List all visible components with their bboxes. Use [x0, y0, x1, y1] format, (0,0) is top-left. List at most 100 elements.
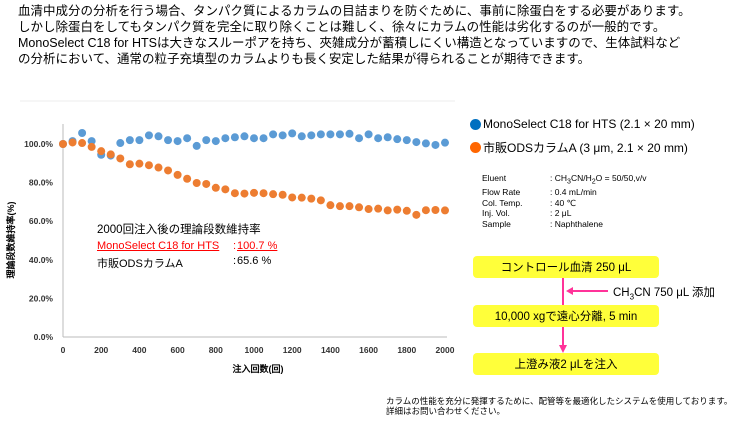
orange-dot-icon	[470, 142, 481, 153]
ods-data-point	[316, 196, 325, 205]
monoselect-data-point	[402, 136, 411, 145]
ods-data-point	[402, 206, 411, 215]
ods-data-point	[364, 205, 373, 214]
legend-label: 市販ODSカラムA (3 μm, 2.1 × 20 mm)	[483, 141, 688, 155]
monoselect-data-point	[364, 130, 373, 139]
monoselect-data-point	[345, 129, 354, 138]
ods-data-point	[326, 201, 335, 210]
y-tick-label: 60.0%	[29, 216, 54, 226]
ods-data-point	[135, 159, 144, 168]
monoselect-data-point	[164, 136, 173, 145]
ods-data-point	[278, 190, 287, 199]
y-tick-label: 40.0%	[29, 255, 54, 265]
annotation-monoselect-value: 100.7 %	[237, 240, 278, 252]
monoselect-data-point	[326, 130, 335, 139]
x-axis-label: 注入回数(回)	[233, 363, 284, 374]
condition-value: : 40 ℃	[550, 197, 577, 208]
monoselect-data-point	[412, 138, 421, 147]
condition-key: Eluent	[482, 173, 507, 183]
down-arrowhead-icon	[559, 345, 567, 353]
monoselect-data-point	[307, 131, 316, 140]
flow-add-label: CH3CN 750 μL 添加	[613, 287, 716, 302]
flow-step-2: 10,000 xgで遠心分離, 5 min	[473, 305, 659, 327]
add-arrowhead-icon	[566, 287, 573, 295]
ods-data-point	[345, 202, 354, 211]
ods-data-point	[240, 189, 249, 198]
ods-data-point	[116, 154, 125, 163]
ods-data-point	[421, 206, 430, 215]
ods-data-point	[68, 138, 77, 147]
condition-value: : 0.4 mL/min	[550, 187, 597, 198]
intro-line: 血清中成分の分析を行う場合、タンパク質によるカラムの目詰まりを防ぐために、事前に…	[18, 4, 691, 18]
monoselect-data-point	[335, 130, 344, 139]
condition-key: Col. Temp.	[482, 197, 523, 208]
intro-text: 血清中成分の分析を行う場合、タンパク質によるカラムの目詰まりを防ぐために、事前に…	[18, 3, 691, 67]
y-axis-label: 理論段数維持率(%)	[5, 202, 16, 279]
ods-data-point	[202, 179, 211, 188]
footnote-line: 詳細はお問い合わせください。	[386, 406, 506, 416]
ods-data-point	[125, 160, 134, 169]
ods-data-point	[192, 178, 201, 187]
monoselect-data-point	[297, 132, 306, 141]
ods-data-point	[374, 204, 383, 213]
ods-data-point	[230, 189, 239, 198]
condition-key: Inj. Vol.	[482, 208, 510, 219]
ods-data-point	[383, 206, 392, 215]
footnote-line: カラムの性能を充分に発揮するために、配管等を最適化したシステムを使用しております…	[386, 396, 733, 406]
monoselect-data-point	[240, 132, 249, 141]
colon: :	[233, 240, 237, 252]
monoselect-data-point	[144, 131, 153, 140]
ods-data-point	[183, 174, 192, 183]
y-tick-label: 0.0%	[34, 332, 54, 342]
annotation-title: 2000回注入後の理論段数維持率	[97, 224, 261, 236]
legend-label: MonoSelect C18 for HTS (2.1 × 20 mm)	[483, 117, 695, 131]
flow-step-3: 上澄み液2 μLを注入	[473, 353, 659, 375]
ods-data-point	[144, 161, 153, 170]
ods-data-point	[393, 205, 402, 214]
monoselect-data-point	[421, 139, 430, 148]
x-tick-label: 800	[209, 345, 223, 355]
x-tick-label: 1000	[245, 345, 264, 355]
monoselect-data-point	[269, 130, 278, 139]
ods-data-point	[355, 203, 364, 212]
monoselect-data-point	[383, 133, 392, 142]
ods-data-point	[173, 170, 182, 179]
ods-data-point	[441, 206, 449, 215]
ods-data-point	[297, 193, 306, 202]
ods-data-point	[307, 194, 316, 203]
blue-dot-icon	[470, 118, 481, 130]
intro-line: しかし除蛋白をしてもタンパク質を完全に取り除くことは難しく、徐々にカラムの性能は…	[18, 20, 666, 34]
ods-data-point	[250, 188, 258, 197]
monoselect-data-point	[316, 130, 325, 139]
monoselect-data-point	[288, 129, 297, 138]
ods-data-point	[164, 166, 173, 175]
x-tick-label: 200	[94, 345, 108, 355]
annotation-ods-label: 市販ODSカラムA	[97, 258, 183, 270]
ods-data-point	[211, 183, 220, 192]
monoselect-data-point	[135, 136, 144, 145]
ods-data-point	[78, 139, 87, 148]
intro-line: の分析において、通常の粒子充填型のカラムよりも長く安定した結果が得られることが期…	[18, 52, 591, 66]
x-tick-label: 1400	[321, 345, 340, 355]
monoselect-data-point	[250, 134, 258, 143]
x-tick-label: 600	[171, 345, 185, 355]
legend-item-ods: 市販ODSカラムA (3 μm, 2.1 × 20 mm)	[470, 139, 688, 156]
ods-data-point	[431, 206, 440, 215]
footnote: カラムの性能を充分に発揮するために、配管等を最適化したシステムを使用しております…	[386, 396, 732, 416]
condition-key: Sample	[482, 218, 511, 229]
legend-item-monoselect: MonoSelect C18 for HTS (2.1 × 20 mm)	[470, 117, 695, 131]
monoselect-data-point	[221, 134, 230, 143]
ods-data-point	[259, 189, 268, 198]
monoselect-data-point	[183, 134, 192, 143]
monoselect-data-point	[78, 128, 87, 137]
ods-data-point	[412, 210, 421, 219]
ods-data-point	[59, 140, 67, 148]
condition-value: : 2 μL	[550, 208, 572, 219]
monoselect-data-point	[355, 134, 364, 143]
x-tick-label: 0	[61, 345, 66, 355]
monoselect-data-point	[278, 131, 287, 140]
ods-data-point	[288, 193, 297, 202]
ods-data-point	[154, 163, 163, 172]
